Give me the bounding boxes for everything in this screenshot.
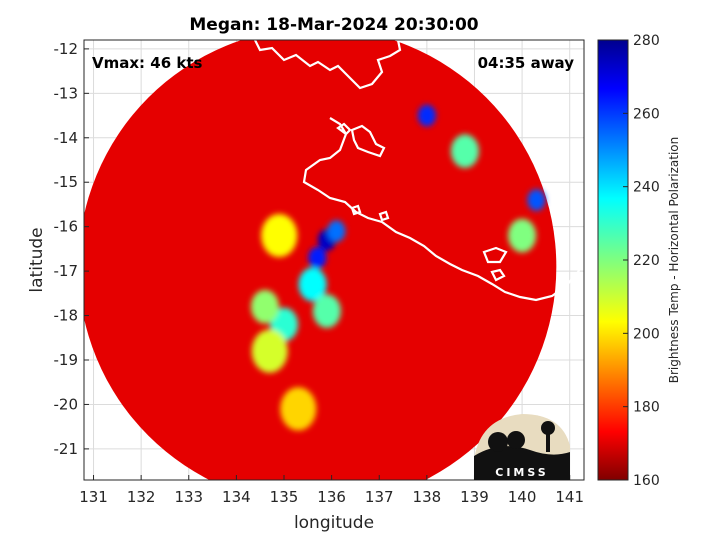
cimss-logo: CIMSS — [474, 414, 570, 480]
eyewall-convection — [308, 246, 327, 269]
outer-band — [261, 213, 298, 258]
x-axis-ticks: 131 132 133 134 135 136 137 138 139 140 141 — [79, 475, 584, 506]
x-tick-label: 135 — [270, 488, 299, 506]
colorbar-tick-label: 260 — [633, 106, 660, 122]
offshore-cell — [508, 218, 537, 253]
y-tick-label: -12 — [54, 40, 79, 58]
offshore-cell — [527, 189, 546, 211]
time-away-annotation: 04:35 away — [478, 54, 575, 72]
colorbar-tick-label: 280 — [633, 33, 660, 49]
y-tick-label: -18 — [54, 307, 79, 325]
x-tick-label: 131 — [79, 488, 108, 506]
x-tick-label: 140 — [508, 488, 537, 506]
colorbar-tick-label: 160 — [633, 473, 660, 489]
x-tick-label: 141 — [555, 488, 584, 506]
y-tick-label: -16 — [54, 218, 79, 236]
colorbar-tick-label: 220 — [633, 253, 660, 269]
offshore-cell — [417, 104, 436, 127]
y-axis-label: latitude — [27, 227, 47, 292]
spiral-band — [250, 289, 279, 324]
y-tick-label: -20 — [54, 395, 79, 413]
inner-rainband — [312, 294, 341, 328]
x-axis-label: longitude — [294, 513, 374, 533]
coastline — [254, 40, 584, 302]
y-tick-label: -13 — [54, 84, 79, 102]
vmax-annotation: Vmax: 46 kts — [92, 54, 202, 72]
y-tick-label: -21 — [54, 440, 79, 458]
y-tick-label: -15 — [54, 173, 79, 191]
colorbar-tick-label: 240 — [633, 180, 660, 196]
x-tick-label: 139 — [460, 488, 489, 506]
logo-hills — [474, 446, 570, 480]
colorbar-tick-label: 180 — [633, 400, 660, 416]
colorbar-label: Brightness Temp - Horizontal Polarizatio… — [667, 137, 681, 384]
y-tick-label: -17 — [54, 262, 79, 280]
plot-frame — [83, 39, 585, 481]
outer-band — [280, 387, 317, 431]
colorbar-tick-label: 200 — [633, 326, 660, 342]
y-tick-label: -14 — [54, 129, 79, 147]
spiral-band — [251, 329, 288, 373]
chart-title: Megan: 18-Mar-2024 20:30:00 — [189, 15, 478, 35]
colorbar-ticks: 160 180 200 220 240 260 280 — [623, 33, 660, 489]
x-tick-label: 132 — [127, 488, 156, 506]
x-tick-label: 134 — [222, 488, 251, 506]
offshore-cell — [450, 134, 479, 168]
y-axis-ticks: -12 -13 -14 -15 -16 -17 -18 -19 -20 -21 — [54, 40, 89, 458]
y-tick-label: -19 — [54, 351, 79, 369]
x-tick-label: 138 — [413, 488, 442, 506]
x-tick-label: 136 — [317, 488, 346, 506]
x-tick-label: 137 — [365, 488, 394, 506]
logo-text: CIMSS — [495, 466, 548, 479]
inner-rainband — [298, 267, 327, 302]
eyewall-convection — [327, 220, 346, 242]
x-tick-label: 133 — [174, 488, 203, 506]
brightness-features — [250, 104, 546, 431]
